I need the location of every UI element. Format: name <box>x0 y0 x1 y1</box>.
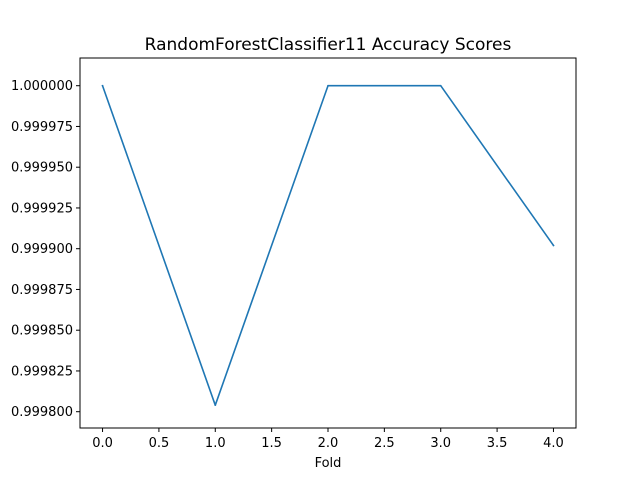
x-tick-label: 1.5 <box>261 436 282 451</box>
series-layer <box>101 84 555 406</box>
data-point <box>214 404 217 406</box>
y-axis: 0.999800 0.999825 0.999850 0.999875 0.999900… <box>11 79 80 420</box>
x-tick-label: 2.5 <box>374 436 395 451</box>
y-tick-label: 1.000000 <box>11 79 73 94</box>
y-tick-label: 0.999975 <box>11 120 73 135</box>
series-line <box>101 84 555 406</box>
x-tick-label: 0.0 <box>92 436 113 451</box>
x-tick-label: 4.0 <box>543 436 564 451</box>
y-tick-label: 0.999925 <box>11 201 73 216</box>
x-tick-label: 1.0 <box>205 436 226 451</box>
y-tick-label: 0.999900 <box>11 242 73 257</box>
x-axis-label: Fold <box>315 456 342 471</box>
axes-frame <box>79 57 577 429</box>
chart-title: RandomForestClassifier11 Accuracy Scores <box>145 35 512 55</box>
x-tick-label: 2.0 <box>318 436 339 451</box>
data-point <box>439 84 442 87</box>
x-tick-label: 0.5 <box>149 436 170 451</box>
plot-area <box>79 57 577 429</box>
x-axis: 0.0 0.5 1.0 1.5 2.0 2.5 3.0 3.5 4.0 <box>92 428 564 451</box>
y-tick-label: 0.999875 <box>11 283 73 298</box>
data-point <box>552 244 555 247</box>
y-tick-label: 0.999825 <box>11 364 73 379</box>
y-tick-label: 0.999950 <box>11 161 73 176</box>
y-tick-label: 0.999850 <box>11 324 73 339</box>
data-point <box>327 84 329 87</box>
y-tick-label: 0.999800 <box>11 405 73 420</box>
x-tick-label: 3.5 <box>487 436 508 451</box>
x-tick-label: 3.0 <box>430 436 451 451</box>
data-point <box>101 84 104 87</box>
